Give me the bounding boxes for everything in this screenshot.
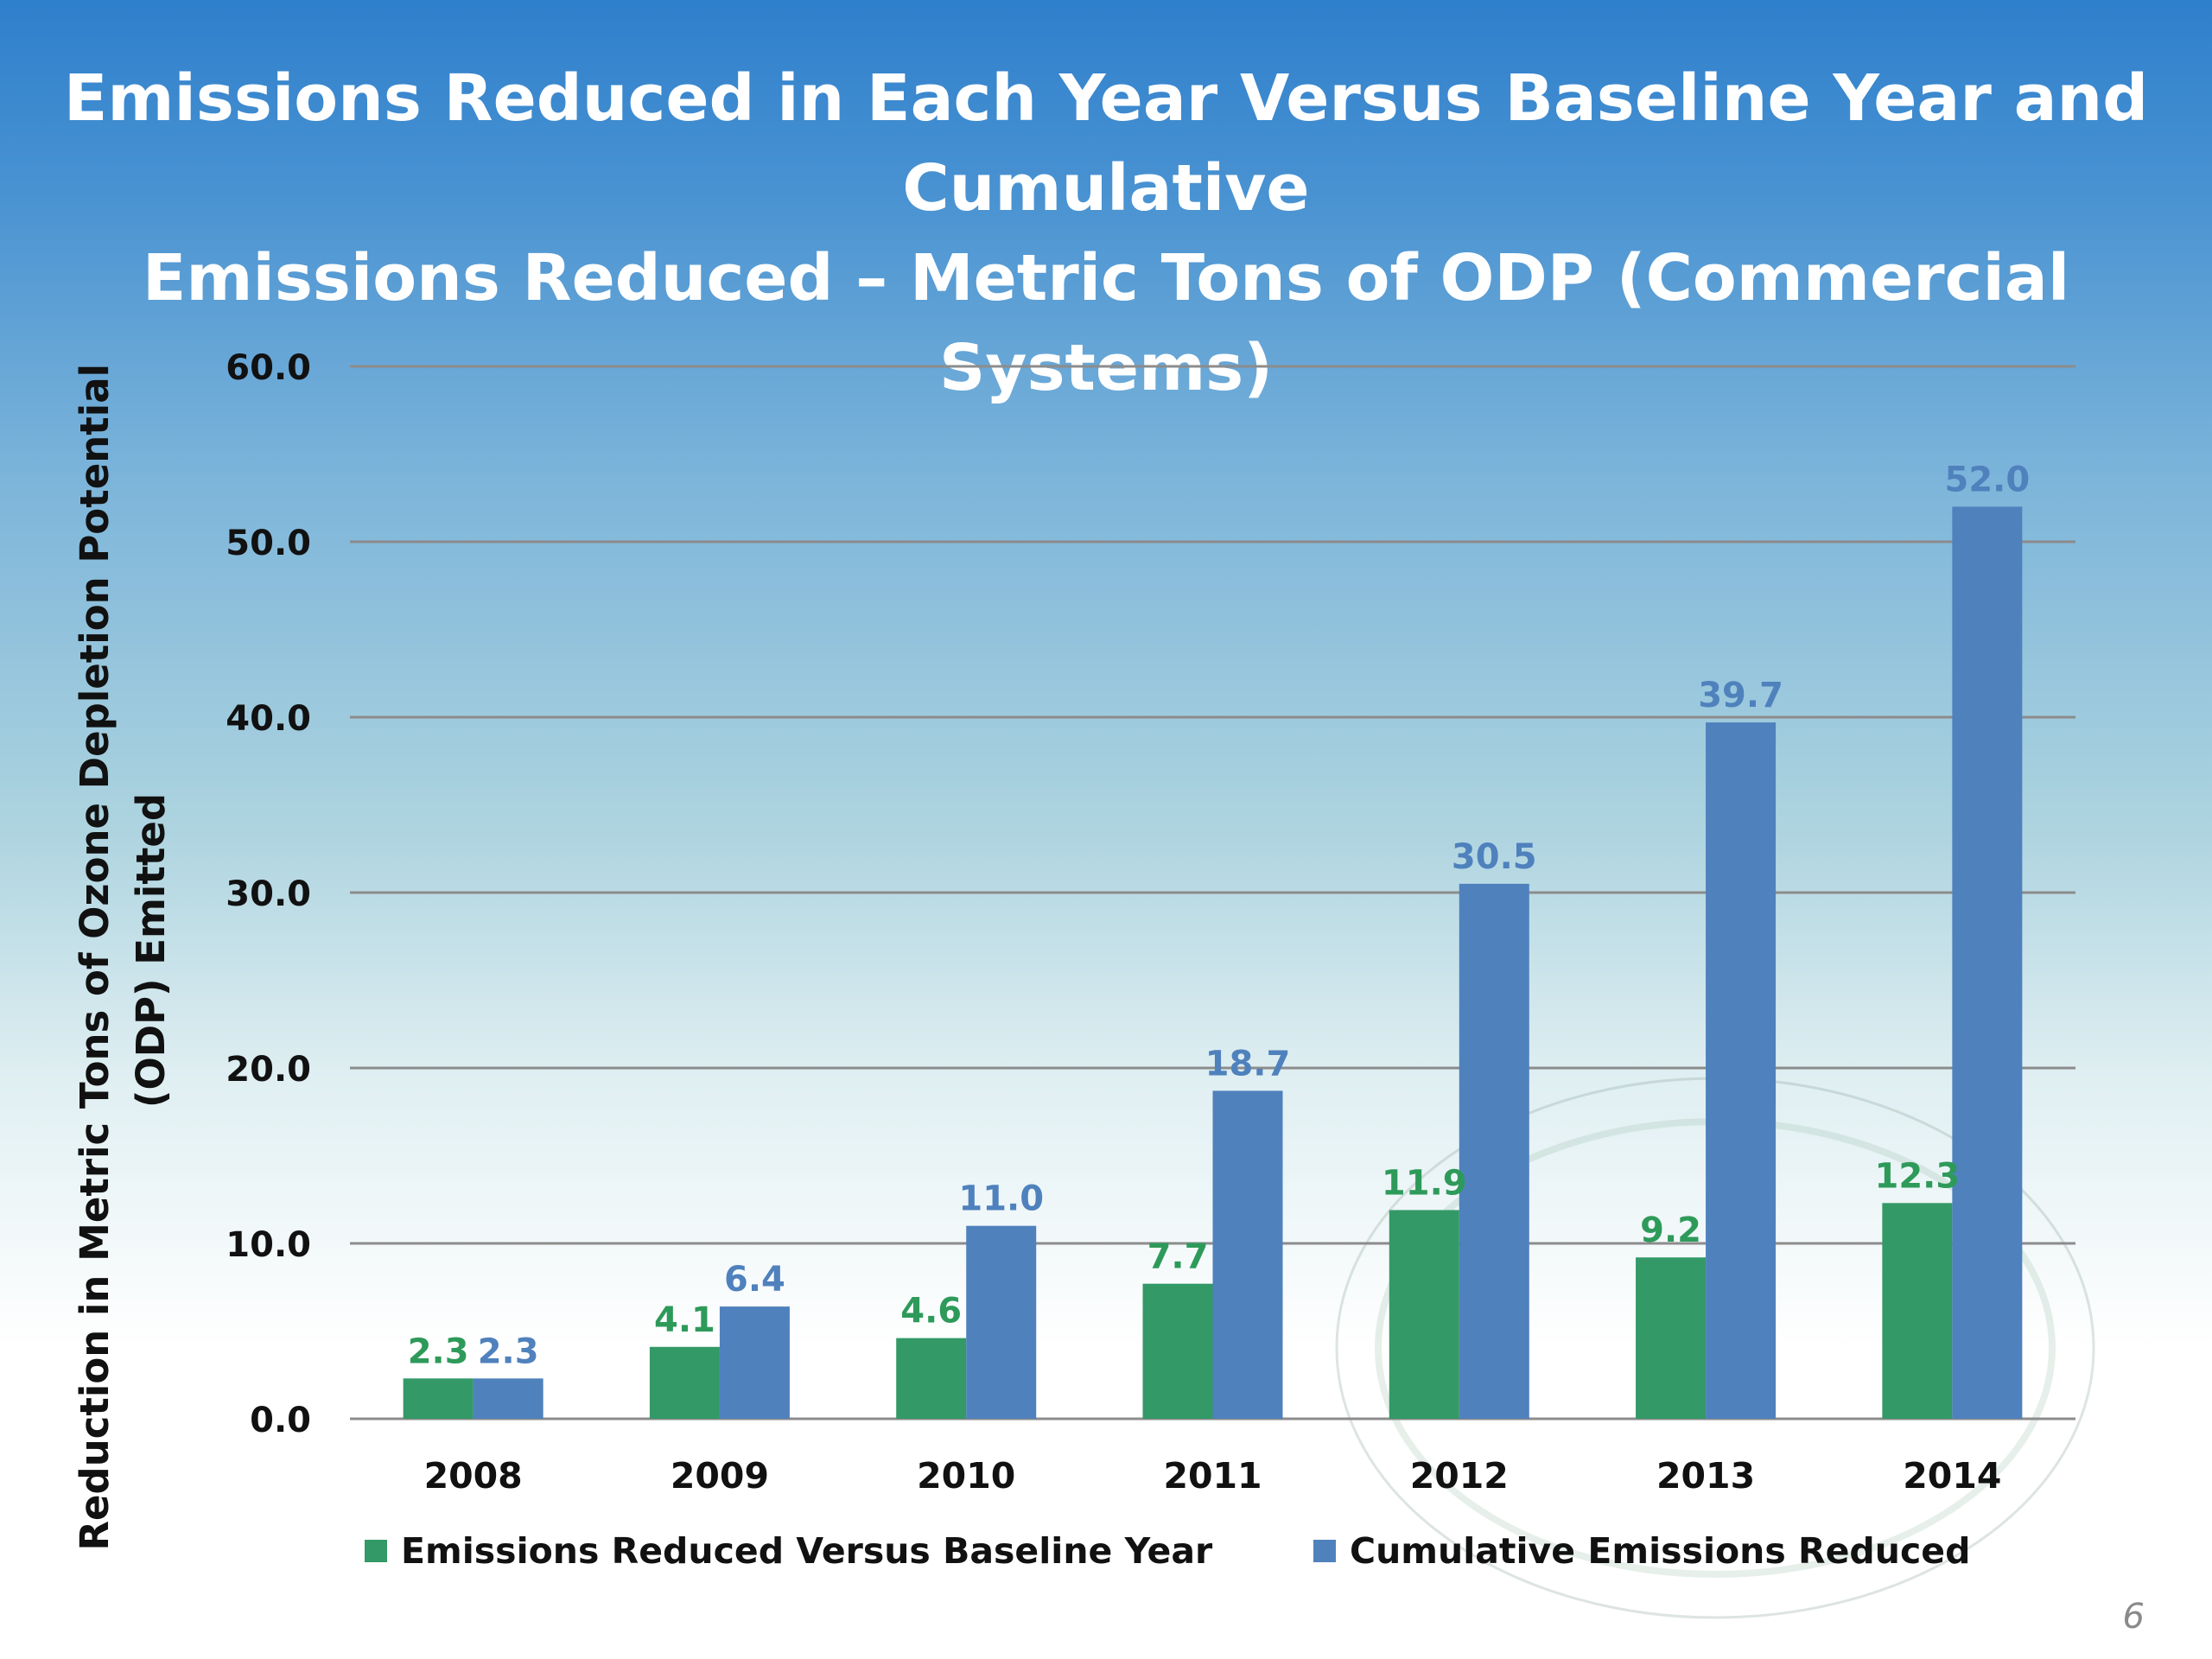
bar-cumulative-2010 [966, 1225, 1037, 1419]
data-label-annual-2008: 2.3 [408, 1332, 469, 1371]
y-tick-label: 40.0 [226, 699, 311, 739]
legend-swatch-cumulative [1313, 1540, 1336, 1562]
y-axis-label: Reduction in Metric Tons of Ozone Deplet… [72, 350, 174, 1550]
y-tick-label: 30.0 [226, 874, 311, 914]
data-label-cumulative-2011: 18.7 [1205, 1044, 1291, 1084]
bar-cumulative-2013 [1706, 722, 1777, 1419]
y-tick-label: 0.0 [250, 1401, 311, 1440]
x-tick-label: 2012 [1410, 1455, 1509, 1497]
legend: Emissions Reduced Versus Baseline Year Cu… [365, 1530, 1970, 1572]
bar-cumulative-2008 [473, 1378, 543, 1419]
data-labels: 2.3 2.3 4.16.4 4.6 11.0 7.7 18.7 11.9 30.5 9.2 39.… [408, 460, 2030, 1371]
y-axis: 0.0 10.0 20.0 30.0 40.0 50.0 60.0 [226, 348, 311, 1440]
data-label-cumulative-2014: 52.0 [1945, 460, 2031, 499]
bar-cumulative-2009 [719, 1306, 790, 1419]
legend-label-cumulative: Cumulative Emissions Reduced [1350, 1530, 1970, 1572]
x-tick-label: 2013 [1656, 1455, 1755, 1497]
x-tick-label: 2009 [671, 1455, 769, 1497]
data-label-cumulative-2013: 39.7 [1698, 676, 1783, 715]
y-tick-label: 10.0 [226, 1225, 311, 1265]
bar-annual-2008 [403, 1378, 474, 1419]
data-label-cumulative-2008: 2.3 [478, 1332, 539, 1371]
x-tick-label: 2011 [1163, 1455, 1262, 1497]
bar-annual-2010 [896, 1338, 967, 1419]
data-label-annual-2011: 7.7 [1147, 1237, 1209, 1277]
data-label-cumulative-2010: 11.0 [958, 1179, 1044, 1219]
legend-swatch-annual [365, 1540, 387, 1562]
bar-annual-2014 [1882, 1203, 1953, 1419]
y-axis-label-line-1: Reduction in Metric Tons of Ozone Deplet… [72, 364, 118, 1551]
x-axis: 2008 2009 2010 2011 2012 2013 2014 [424, 1455, 2002, 1497]
bar-annual-2012 [1389, 1210, 1459, 1419]
x-tick-label: 2014 [1903, 1455, 2001, 1497]
bar-cumulative-2011 [1212, 1090, 1283, 1419]
legend-label-annual: Emissions Reduced Versus Baseline Year [401, 1530, 1213, 1572]
page-number: 6 [2122, 1597, 2145, 1637]
data-label-annual-2014: 12.3 [1875, 1156, 1961, 1196]
bar-cumulative-2014 [1952, 506, 2023, 1419]
x-tick-label: 2010 [917, 1455, 1015, 1497]
bar-annual-2011 [1142, 1283, 1213, 1419]
y-tick-label: 60.0 [226, 348, 311, 388]
chart-title: Emissions Reduced in Each Year Versus Ba… [35, 54, 2177, 413]
data-label-annual-2010: 4.6 [900, 1292, 962, 1332]
data-label-annual-2012: 11.9 [1382, 1163, 1467, 1203]
bar-cumulative-2012 [1459, 883, 1529, 1419]
data-label-cumulative-2012: 30.5 [1452, 837, 1537, 877]
chart-title-line-1: Emissions Reduced in Each Year Versus Ba… [63, 61, 2149, 226]
data-label-annual-2013: 9.2 [1640, 1211, 1701, 1250]
x-tick-label: 2008 [424, 1455, 523, 1497]
bar-annual-2009 [649, 1346, 720, 1419]
y-axis-label-line-2: (ODP) Emitted [128, 793, 174, 1108]
chart-title-line-2: Emissions Reduced – Metric Tons of ODP (… [142, 241, 2070, 405]
y-tick-label: 20.0 [226, 1050, 311, 1090]
bar-annual-2013 [1636, 1257, 1707, 1419]
bars [403, 506, 2023, 1419]
data-label-annual-2009: 4.1 [654, 1300, 715, 1340]
data-label-cumulative-2009: 6.4 [724, 1260, 785, 1300]
y-tick-label: 50.0 [226, 524, 311, 563]
